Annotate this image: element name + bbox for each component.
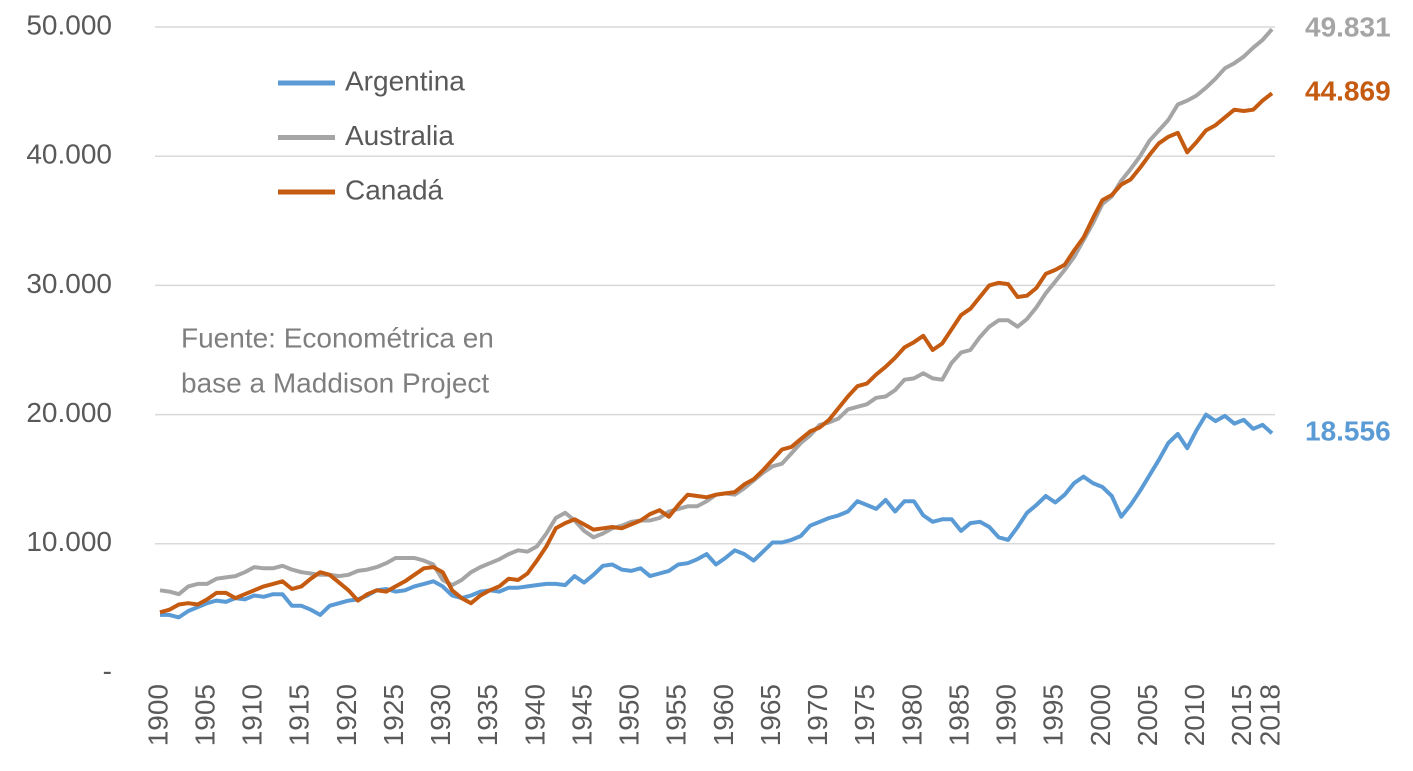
x-tick-label: 1920 [331, 684, 362, 746]
x-tick-label: 1930 [425, 684, 456, 746]
x-tick-label: 1990 [991, 684, 1022, 746]
line [159, 91, 1274, 615]
x-tick-label: 1950 [614, 684, 645, 746]
y-tick-label: 50.000 [26, 9, 112, 40]
x-tick-label: 2000 [1085, 684, 1116, 746]
x-tick-label: 1940 [519, 684, 550, 746]
data-label: 49.831 [1305, 12, 1391, 43]
legend-label: Canadá [345, 174, 444, 205]
x-tick-label: 2005 [1132, 684, 1163, 746]
x-tick-label: 1970 [802, 684, 833, 746]
x-tick-label: 1900 [142, 684, 173, 746]
line [159, 27, 1274, 597]
y-tick-label: 30.000 [26, 268, 112, 299]
y-tick-label: - [103, 655, 112, 686]
x-tick-label: 1945 [566, 684, 597, 746]
x-tick-label: 1915 [284, 684, 315, 746]
x-tick-label: 1980 [896, 684, 927, 746]
line [160, 412, 1274, 620]
x-tick-label: 1935 [472, 684, 503, 746]
x-tick-label: 1985 [943, 684, 974, 746]
legend-label: Argentina [345, 65, 465, 96]
x-tick-label: 1925 [378, 684, 409, 746]
x-tick-label: 2015 [1226, 684, 1257, 746]
data-label: 44.869 [1305, 76, 1391, 107]
x-tick-label: 1905 [190, 684, 221, 746]
x-tick-label: 1960 [708, 684, 739, 746]
legend-label: Australia [345, 120, 454, 151]
x-tick-label: 1955 [661, 684, 692, 746]
annotation: base a Maddison Project [181, 367, 489, 398]
x-tick-label: 1965 [755, 684, 786, 746]
x-tick-label: 2010 [1179, 684, 1210, 746]
y-tick-label: 20.000 [26, 397, 112, 428]
x-tick-label: 1910 [237, 684, 268, 746]
y-tick-label: 40.000 [26, 139, 112, 170]
x-tick-label: 2018 [1254, 684, 1285, 746]
x-tick-label: 1975 [849, 684, 880, 746]
data-label: 18.556 [1305, 416, 1391, 447]
annotation: Fuente: Econométrica en [181, 322, 494, 353]
x-tick-label: 1995 [1038, 684, 1069, 746]
y-tick-label: 10.000 [26, 526, 112, 557]
